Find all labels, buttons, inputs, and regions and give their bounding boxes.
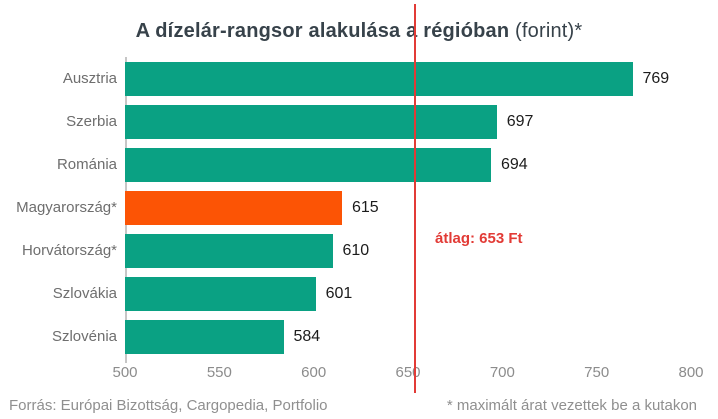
asterisk-note: * maximált árat vezettek be a kutakon [446,397,697,414]
value-label: 694 [501,155,528,173]
bar-row: Szlovákia 601 [0,272,718,315]
value-label: 610 [342,241,370,259]
source-note: Forrás: Európai Bizottság, Cargopedia, P… [9,397,328,414]
bar [125,319,284,354]
x-tick-label: 550 [206,364,232,381]
average-annotation: átlag: 653 Ft [435,230,523,247]
value-label: 615 [352,198,379,216]
chart-footer: Forrás: Európai Bizottság, Cargopedia, P… [0,397,718,414]
category-label: Szlovénia [51,328,117,345]
value-label: 697 [506,112,534,130]
bar [125,61,633,96]
bar [125,147,491,182]
x-tick-label: 750 [584,364,610,381]
bar [125,276,316,311]
category-label: Szerbia [66,113,117,130]
bar-row: Ausztria 769 [0,57,718,100]
value-label: 601 [325,284,353,302]
plot-area: Ausztria 769 Szerbia 697 Románia 694 Magyarors… [0,57,718,363]
bar-row: Horvátország* 610 [0,229,718,272]
x-tick-label: 650 [395,364,421,381]
category-label: Szlovákia [52,285,117,302]
x-tick-label: 800 [678,364,704,381]
category-label: Magyarország* [16,199,117,216]
x-tick-label: 500 [112,364,138,381]
bar-row: Szlovénia 584 [0,315,718,358]
chart-title-suffix: (forint)* [509,20,583,42]
bar-row: Magyarország* 615 [0,186,718,229]
category-label: Románia [56,156,117,173]
category-label: Ausztria [62,70,117,87]
x-tick-label: 600 [301,364,327,381]
average-reference-line [413,4,416,393]
value-label: 769 [642,69,670,87]
x-axis: 500 550 600 650 700 750 800 [0,364,718,382]
category-label: Horvátország* [21,242,117,259]
bar-highlighted [125,190,342,225]
bar-row: Szerbia 697 [0,100,718,143]
bar [125,233,333,268]
bar [125,104,497,139]
chart-title: A dízelár-rangsor alakulása a régióban (… [0,20,718,43]
bar-row: Románia 694 [0,143,718,186]
value-label: 584 [293,327,321,345]
chart-title-main: A dízelár-rangsor alakulása a régióban [135,20,510,42]
x-tick-label: 700 [489,364,515,381]
